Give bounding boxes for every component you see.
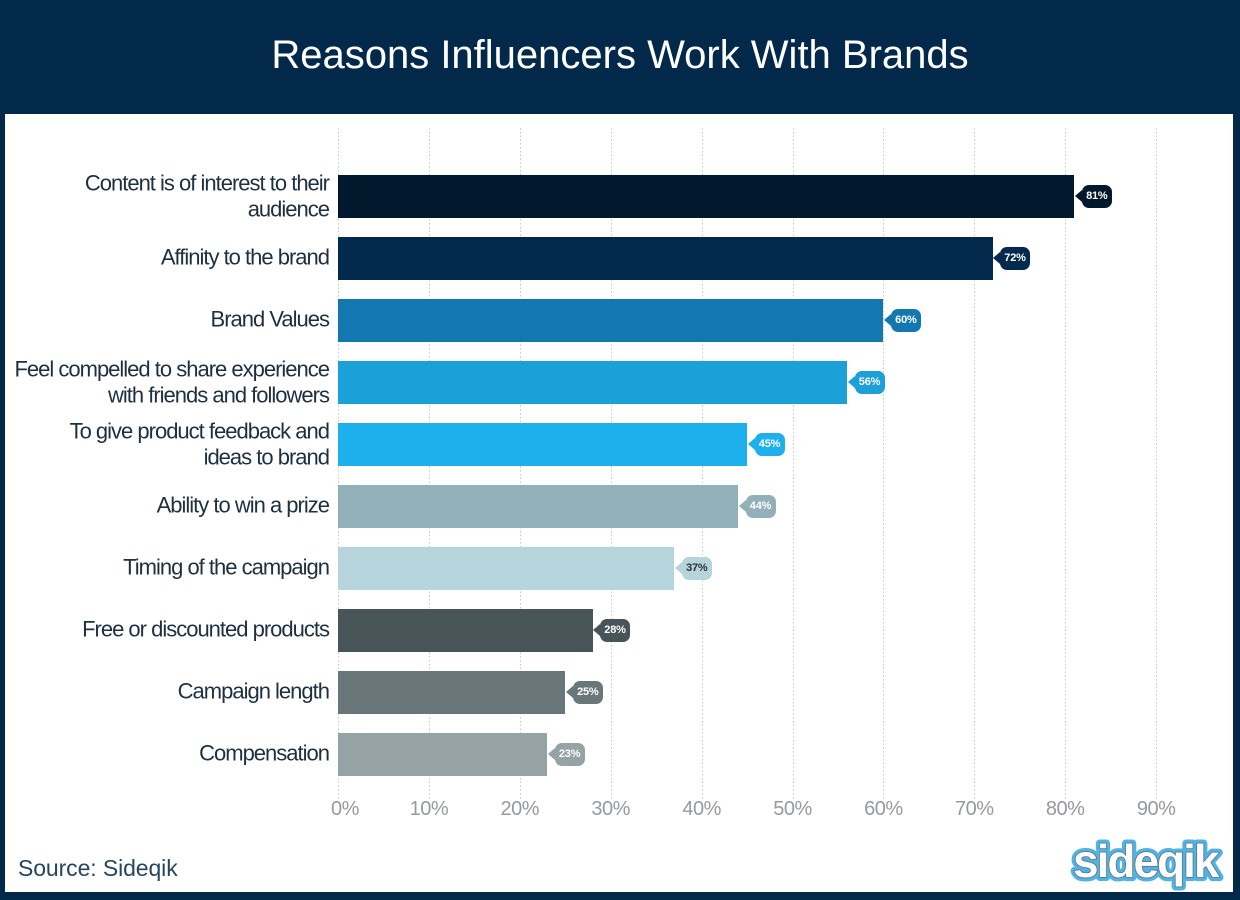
svg-text:sideqik: sideqik [1073, 835, 1220, 887]
svg-text:sideqik: sideqik [1073, 835, 1220, 887]
svg-text:sideqik: sideqik [1073, 835, 1220, 887]
